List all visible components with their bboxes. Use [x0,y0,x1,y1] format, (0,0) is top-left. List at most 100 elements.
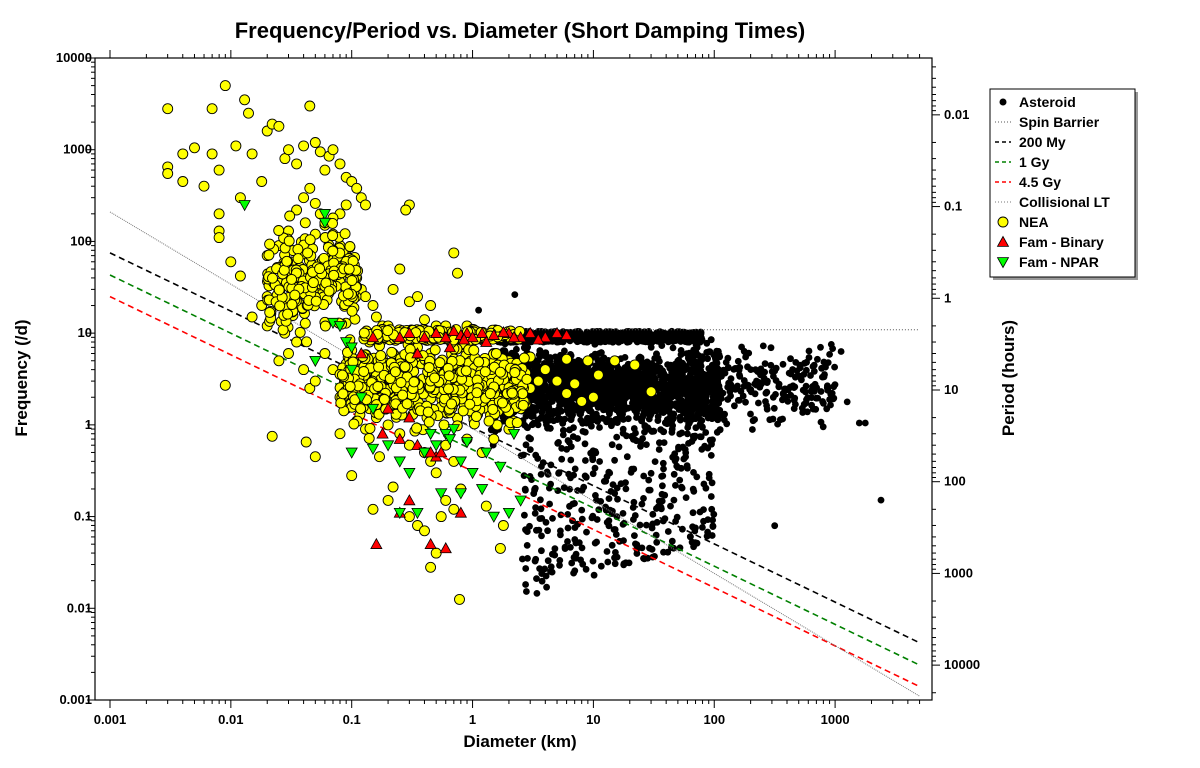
asteroid-point [738,343,745,351]
nea-point [460,365,472,377]
asteroid-point [677,351,685,358]
asteroid-point [554,337,562,345]
asteroid-point [653,350,660,358]
nea-point [399,361,411,373]
asteroid-point [631,512,639,519]
nea-point [198,180,210,192]
asteroid-point [592,492,599,499]
nea-point [480,500,492,512]
asteroid-point [606,469,614,477]
asteroid-point [589,337,597,345]
asteroid-point [718,372,725,380]
asteroid-point [547,354,554,361]
asteroid-point [590,571,598,579]
asteroid-point [779,360,787,368]
nea-point [283,348,294,359]
asteroid-point [625,370,633,378]
nea-point [403,511,415,523]
asteroid-point [717,395,725,402]
nea-point [256,176,268,187]
nea-point [360,291,371,303]
asteroid-point [747,410,754,418]
asteroid-point [660,393,668,401]
nea-point [425,561,437,573]
nea-point [435,511,447,523]
asteroid-point [682,449,690,457]
nea-point [162,103,174,115]
asteroid-point [708,367,716,375]
asteroid-point [659,459,667,467]
asteroid-point [656,364,664,372]
asteroid-point [631,532,638,539]
nea-point [443,383,454,395]
asteroid-point [621,392,629,400]
asteroid-point [756,383,764,391]
asteroid-point [538,547,545,555]
asteroid-point [522,565,530,572]
nea-point [382,494,394,506]
asteroid-point [525,337,533,345]
asteroid-point [648,546,656,553]
asteroid-point [708,505,716,513]
asteroid-point [540,400,548,407]
asteroid-point [724,354,732,362]
asteroid-point [669,337,677,345]
nea-point [517,388,529,400]
nea-point [206,103,218,115]
asteroid-point [578,515,586,523]
asteroid-point [821,371,828,378]
asteroid-point [623,453,631,461]
asteroid-point [619,425,627,433]
asteroid-point [814,355,821,363]
asteroid-point [546,408,553,415]
asteroid-point [512,352,520,359]
nea-point [419,314,430,326]
asteroid-point [552,389,560,397]
asteroid-point [609,387,616,395]
asteroid-point [646,486,654,494]
x-axis-label: Diameter (km) [463,732,576,751]
asteroid-point [766,416,774,424]
asteroid-point [670,414,677,422]
asteroid-point [619,521,627,528]
nea-point [363,432,375,444]
nea-point [177,176,189,187]
asteroid-point [684,430,691,438]
nea-point [344,381,356,392]
asteroid-point [698,423,706,431]
asteroid-point [621,406,628,413]
asteroid-point [638,500,646,508]
nea-point [430,467,442,479]
asteroid-point [667,502,674,510]
nea-point [219,379,231,391]
asteroid-point [622,485,630,493]
nea-point [408,376,420,388]
nea-point [364,422,376,434]
asteroid-point [543,583,550,591]
asteroid-point [553,362,561,370]
nea-point [518,352,530,364]
asteroid-point [700,506,707,513]
asteroid-point [708,415,716,422]
asteroid-point [565,438,573,446]
asteroid-point [810,387,818,395]
asteroid-point [523,588,530,595]
nea-point [386,346,398,358]
asteroid-point [628,329,636,337]
asteroid-point [818,364,825,372]
asteroid-point [593,328,601,335]
nea-point [335,397,347,409]
asteroid-point [538,532,545,540]
nea-point [438,419,450,431]
nea-point [490,348,502,359]
asteroid-point [802,399,810,407]
asteroid-point [551,551,559,559]
asteroid-point [557,416,565,423]
asteroid-point [771,522,779,530]
asteroid-point [544,527,551,535]
asteroid-point [575,407,583,415]
asteroid-point [662,373,670,380]
asteroid-point [609,329,617,336]
asteroid-point [629,435,637,443]
asteroid-point [681,401,688,409]
